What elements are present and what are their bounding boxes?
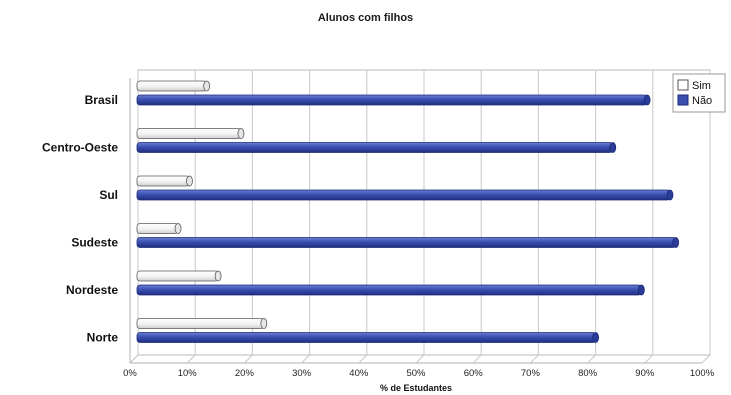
bar-não-sudeste (136, 237, 680, 248)
x-tick-label: 100% (690, 368, 715, 379)
bar-body (136, 318, 265, 329)
bar-não-brasil (136, 94, 651, 106)
bar-sim-norte (136, 318, 268, 329)
legend-label-não: Não (692, 95, 712, 107)
bar-body (136, 237, 677, 248)
bar-body (136, 223, 179, 234)
bar-sim-centro-oeste (136, 128, 245, 139)
category-label: Norte (87, 331, 119, 345)
bar-cap (672, 237, 680, 248)
category-label: Nordeste (66, 283, 118, 297)
bar-não-norte (136, 332, 599, 343)
category-label: Brasil (85, 93, 118, 107)
x-tick-label: 50% (406, 368, 426, 379)
chart-title: Alunos com filhos (317, 12, 414, 24)
bar-sim-brasil (136, 80, 211, 92)
bar-sim-nordeste (136, 270, 222, 282)
bar-não-centro-oeste (136, 142, 617, 153)
floor-gridline (701, 354, 711, 364)
x-tick-label: 60% (464, 368, 484, 379)
category-label: Centro-Oeste (42, 141, 118, 155)
bar-sim-sul (136, 175, 193, 187)
x-axis-title: % de Estudantes (380, 383, 452, 393)
floor-gridline (186, 354, 196, 364)
bar-sim-sudeste (136, 223, 182, 234)
legend-label-sim: Sim (692, 80, 711, 92)
x-tick-label: 70% (521, 368, 541, 379)
floor-gridline (644, 354, 654, 364)
floor-gridline (415, 354, 425, 364)
bar-cap (666, 189, 674, 201)
bar-body (136, 128, 242, 139)
bar-body (136, 284, 642, 296)
bar-não-nordeste (136, 284, 645, 296)
floor-gridline (244, 354, 253, 364)
bar-body (136, 142, 614, 153)
x-tick-label: 10% (178, 368, 198, 379)
floor-gridline (358, 354, 368, 364)
floor-gridline (587, 354, 596, 364)
bar-cap (592, 332, 599, 343)
floor-gridline (472, 354, 482, 364)
bar-body (136, 80, 208, 92)
x-tick-label: 30% (292, 368, 312, 379)
x-tick-label: 0% (123, 368, 137, 379)
floor-gridline (301, 354, 310, 364)
bar-cap (237, 128, 245, 139)
floor-gridline (530, 354, 539, 364)
bar-body (136, 175, 190, 187)
floor-gridline (129, 354, 139, 364)
x-tick-label: 40% (349, 368, 369, 379)
bar-cap (637, 284, 645, 296)
bar-body (136, 94, 648, 106)
x-tick-label: 80% (578, 368, 598, 379)
bar-cap (174, 223, 182, 234)
bar-cap (186, 175, 193, 187)
bar-cap (203, 80, 211, 92)
legend-box (672, 73, 726, 113)
bar-cap (214, 270, 222, 282)
x-tick-label: 20% (235, 368, 255, 379)
bar-cap (260, 318, 268, 329)
bar-body (136, 270, 219, 282)
bar-cap (609, 142, 617, 153)
x-tick-label: 90% (635, 368, 655, 379)
category-label: Sul (99, 188, 118, 202)
category-label: Sudeste (71, 236, 118, 250)
legend-swatch-sim (677, 79, 689, 91)
bar-cap (643, 94, 651, 106)
bar-body (136, 189, 671, 201)
legend-swatch-não (677, 94, 689, 106)
bar-não-sul (136, 189, 674, 201)
bar-body (136, 332, 597, 343)
